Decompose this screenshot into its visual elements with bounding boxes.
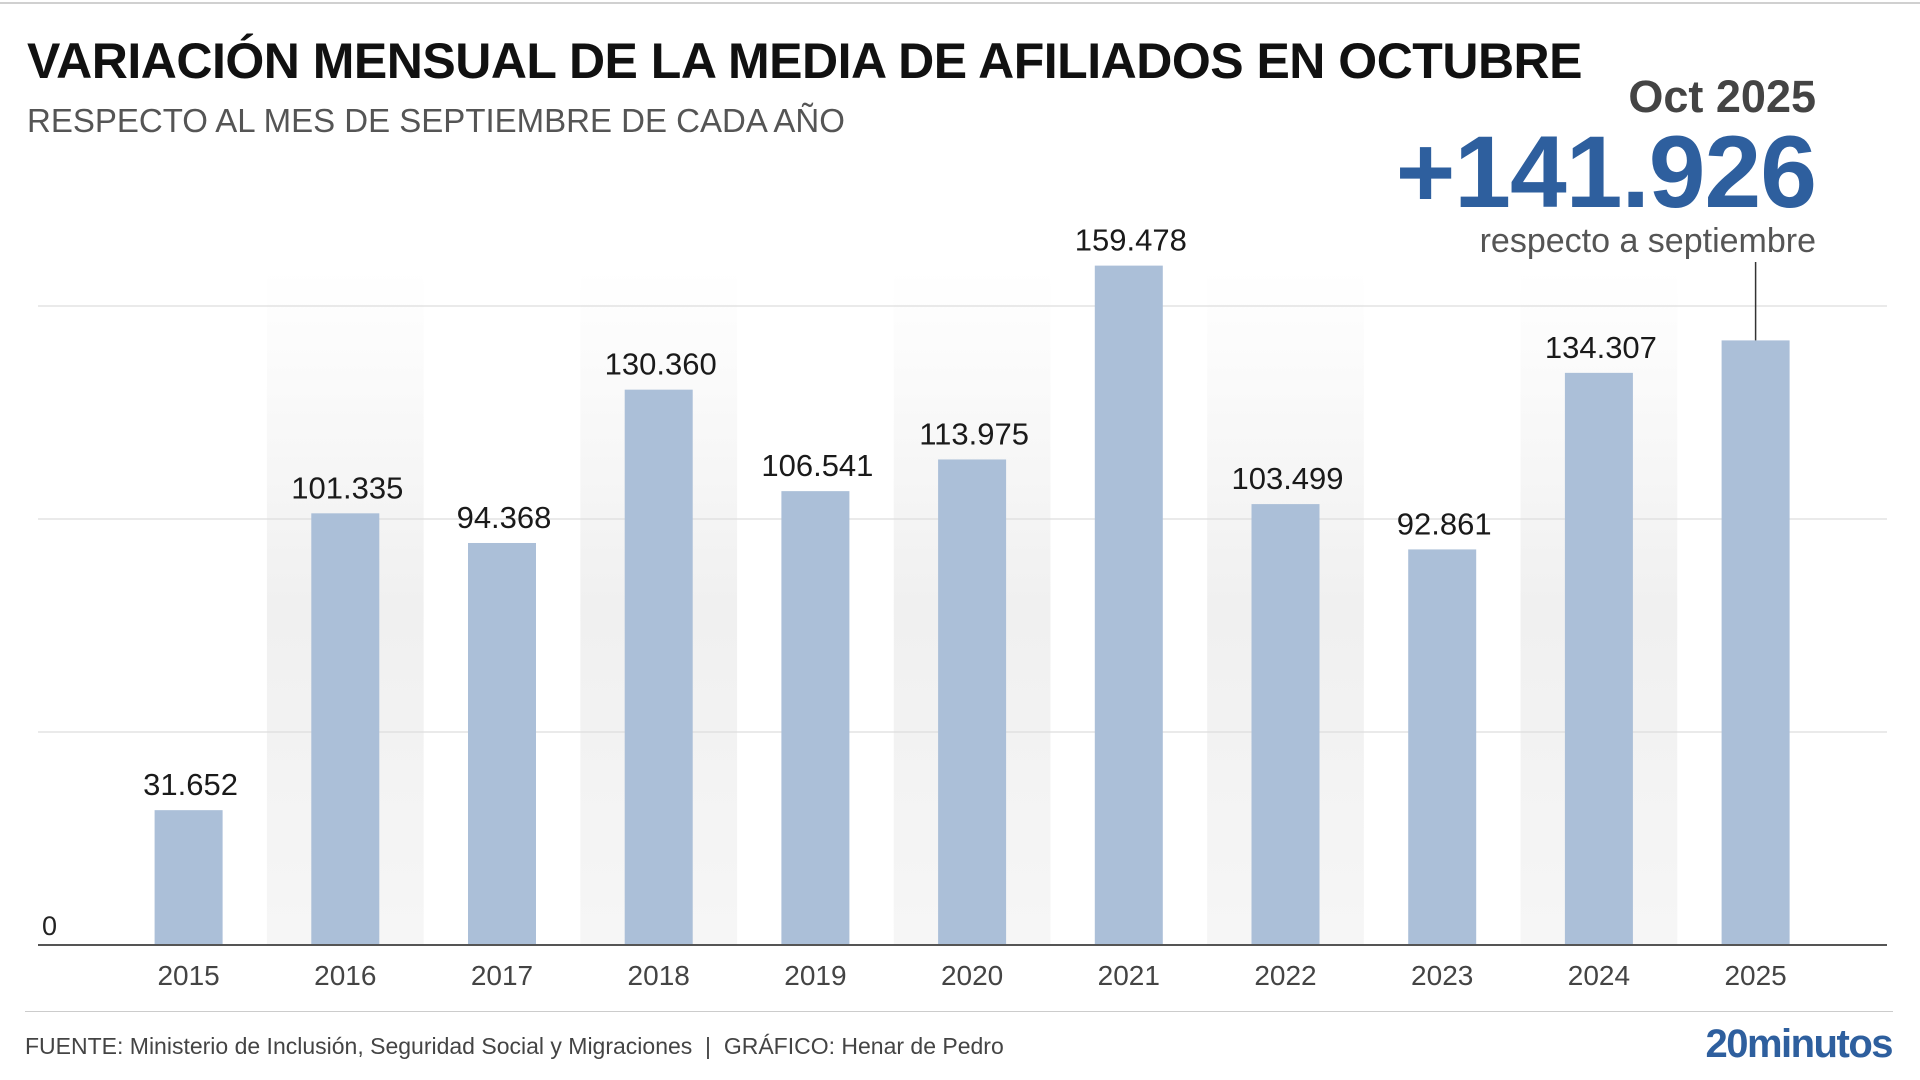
value-label-2022: 103.499 bbox=[1231, 461, 1343, 496]
chart-subtitle: RESPECTO AL MES DE SEPTIEMBRE DE CADA AÑ… bbox=[27, 102, 845, 139]
bar-2020 bbox=[938, 459, 1007, 945]
x-tick-label-2025: 2025 bbox=[1724, 960, 1786, 991]
bar-2022 bbox=[1251, 504, 1320, 945]
value-label-2024: 134.307 bbox=[1545, 330, 1657, 365]
bar-2015 bbox=[154, 810, 223, 945]
x-tick-label-2020: 2020 bbox=[941, 960, 1003, 991]
bar-2023 bbox=[1408, 549, 1477, 945]
x-tick-label-2015: 2015 bbox=[157, 960, 219, 991]
bar-2021 bbox=[1094, 265, 1163, 945]
x-tick-label-2019: 2019 bbox=[784, 960, 846, 991]
bar-2019 bbox=[781, 491, 850, 945]
value-label-2021: 159.478 bbox=[1075, 223, 1187, 258]
highlight-callout: Oct 2025 +141.926 respecto a septiembre bbox=[1395, 71, 1817, 261]
value-label-2017: 94.368 bbox=[457, 500, 552, 535]
footer-divider bbox=[25, 1011, 1893, 1012]
x-tick-label-2023: 2023 bbox=[1411, 960, 1473, 991]
value-label-2015: 31.652 bbox=[143, 767, 238, 802]
value-label-2023: 92.861 bbox=[1397, 506, 1492, 541]
callout-value: +141.926 bbox=[1395, 115, 1817, 229]
value-label-2020: 113.975 bbox=[919, 416, 1029, 451]
footer-source: FUENTE: Ministerio de Inclusión, Segurid… bbox=[25, 1033, 1004, 1059]
value-label-2018: 130.360 bbox=[605, 347, 717, 382]
callout-date: Oct 2025 bbox=[1628, 71, 1816, 122]
brand-logo: 20minutos bbox=[1705, 1022, 1893, 1066]
bar-2024 bbox=[1564, 372, 1633, 945]
top-rule bbox=[0, 2, 1920, 4]
chart-title: VARIACIÓN MENSUAL DE LA MEDIA DE AFILIAD… bbox=[27, 33, 1583, 89]
x-tick-label-2021: 2021 bbox=[1098, 960, 1160, 991]
bar-2017 bbox=[468, 542, 536, 945]
value-label-2016: 101.335 bbox=[291, 470, 403, 505]
callout-label: respecto a septiembre bbox=[1479, 222, 1816, 260]
x-tick-label-2022: 2022 bbox=[1254, 960, 1316, 991]
bar-2018 bbox=[624, 389, 693, 946]
x-tick-label-2024: 2024 bbox=[1568, 960, 1630, 991]
x-tick-label-2016: 2016 bbox=[314, 960, 376, 991]
value-label-2019: 106.541 bbox=[761, 448, 873, 483]
bar-2025 bbox=[1721, 340, 1790, 945]
x-tick-label-2017: 2017 bbox=[471, 960, 533, 991]
y-tick-label: 0 bbox=[42, 911, 57, 941]
x-tick-label-2018: 2018 bbox=[628, 960, 690, 991]
bar-2016 bbox=[311, 513, 380, 945]
